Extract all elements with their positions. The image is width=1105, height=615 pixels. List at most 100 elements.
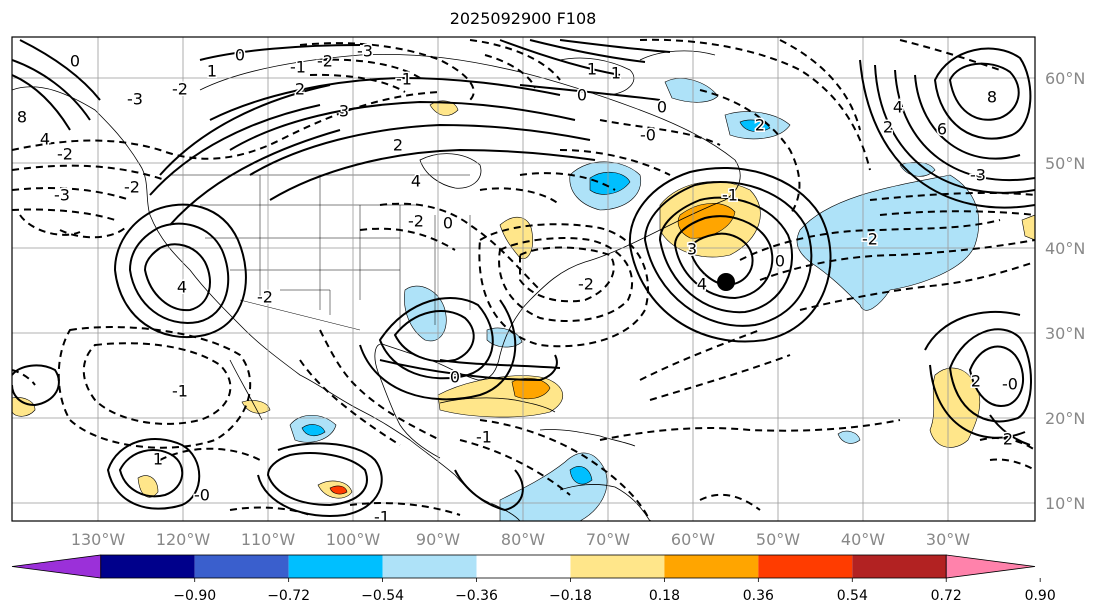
solid-contours: [12, 39, 1035, 517]
longitude-label: 120°W: [156, 530, 211, 549]
contour-label: -1: [722, 186, 738, 205]
longitude-label: 30°W: [926, 530, 970, 549]
longitude-label: 50°W: [756, 530, 800, 549]
colorbar-tick-label: −0.72: [267, 588, 310, 604]
contour-label: 4: [40, 130, 50, 149]
longitude-label: 110°W: [241, 530, 296, 549]
contour-label: 2: [755, 116, 765, 135]
colorbar-swatch: [570, 555, 665, 578]
contour-label: -2: [124, 178, 140, 197]
shade-negative: [499, 452, 608, 521]
longitude-label: 40°W: [841, 530, 885, 549]
latitude-label: 60°N: [1045, 69, 1085, 88]
contour-label: 0: [577, 86, 587, 105]
contour-label: -0: [194, 486, 210, 505]
latitude-label: 50°N: [1045, 154, 1085, 173]
dashed-contours: [12, 38, 1035, 521]
storm-center-marker: [717, 273, 735, 291]
contour-label: 6: [937, 120, 947, 139]
contour-label: -3: [54, 186, 70, 205]
colorbar: −0.90 −0.72 −0.54 −0.36 −0.18 0.18 0.36 0.54 0.7…: [11, 554, 1056, 604]
colorbar-swatch: [852, 555, 947, 578]
coastlines: [12, 50, 741, 521]
colorbar-tick-label: 0.90: [1025, 588, 1056, 604]
gridlines: [12, 37, 1035, 521]
colorbar-tick-label: −0.90: [173, 588, 216, 604]
shade-positive: [241, 400, 271, 414]
colorbar-swatch: [664, 555, 759, 578]
shading-layer: [12, 78, 1035, 521]
contour-label: -1: [374, 508, 390, 527]
contour-label: 2: [1003, 430, 1013, 449]
contour-label: -3: [127, 90, 143, 109]
shade-negative: [739, 119, 771, 132]
contour-label: -2: [408, 212, 424, 231]
contour-label: 2: [971, 372, 981, 391]
shade-positive: [137, 475, 159, 498]
contour-label: 0: [70, 52, 80, 71]
colorbar-swatch: [382, 555, 477, 578]
colorbar-swatch: [288, 555, 383, 578]
contour-label: 8: [987, 88, 997, 107]
latitude-label: 10°N: [1045, 494, 1085, 513]
contour-label: 8: [17, 108, 27, 127]
contour-label: -0: [640, 126, 656, 145]
latitude-label: 30°N: [1045, 324, 1085, 343]
shade-negative: [837, 430, 861, 444]
contour-label: 4: [177, 278, 187, 297]
contour-label: 4: [411, 172, 421, 191]
colorbar-upper-arrow: [945, 554, 1036, 579]
longitude-label: 90°W: [416, 530, 460, 549]
shade-positive: [1021, 214, 1035, 241]
contour-label: 2: [883, 118, 893, 137]
contour-label: -0: [1002, 375, 1018, 394]
colorbar-swatch: [100, 555, 195, 578]
shade-positive: [677, 203, 736, 239]
contour-label: 0: [443, 214, 453, 233]
shade-negative: [664, 78, 719, 103]
longitude-label: 70°W: [586, 530, 630, 549]
contour-label: 4: [893, 98, 903, 117]
contour-label: 0: [235, 46, 245, 65]
contour-label: -2: [317, 52, 333, 71]
contour-label: -1: [476, 428, 492, 447]
colorbar-lower-arrow: [11, 554, 102, 579]
contour-label: 1: [153, 450, 163, 469]
longitude-label: 60°W: [671, 530, 715, 549]
contour-label: 1: [207, 62, 217, 81]
shade-negative: [569, 466, 593, 485]
colorbar-swatch: [194, 555, 289, 578]
colorbar-swatch: [476, 555, 571, 578]
contour-label: 0: [450, 368, 460, 387]
contour-label: 4: [697, 275, 707, 294]
latitude-label: 20°N: [1045, 409, 1085, 428]
contour-label: -3: [970, 166, 986, 185]
colorbar-tick-label: 0.18: [649, 588, 680, 604]
longitude-label: 100°W: [326, 530, 381, 549]
contour-label: -2: [578, 275, 594, 294]
contour-label: -1: [290, 58, 306, 77]
colorbar-tick-label: 0.36: [743, 588, 774, 604]
latitude-label: 40°N: [1045, 239, 1085, 258]
contour-label: 0: [657, 98, 667, 117]
colorbar-tick-label: 0.72: [931, 588, 962, 604]
shade-positive: [12, 397, 36, 417]
colorbar-tick-label: −0.18: [549, 588, 592, 604]
contour-label: -1: [396, 70, 412, 89]
longitude-labels: 130°W 120°W 110°W 100°W 90°W 80°W 70°W 60°W 50°W…: [71, 530, 970, 549]
contour-label: -2: [57, 145, 73, 164]
shade-positive: [929, 367, 981, 448]
colorbar-tick-label: −0.36: [455, 588, 498, 604]
contour-label: 1: [587, 60, 597, 79]
shade-negative: [589, 171, 631, 195]
contour-label: -2: [257, 288, 273, 307]
contour-label: 3: [339, 102, 349, 121]
contour-label: 3: [687, 240, 697, 259]
contour-label: -3: [357, 42, 373, 61]
longitude-label: 80°W: [501, 530, 545, 549]
contour-label: -1: [172, 382, 188, 401]
contour-label: 0: [775, 252, 785, 271]
longitude-label: 130°W: [71, 530, 126, 549]
